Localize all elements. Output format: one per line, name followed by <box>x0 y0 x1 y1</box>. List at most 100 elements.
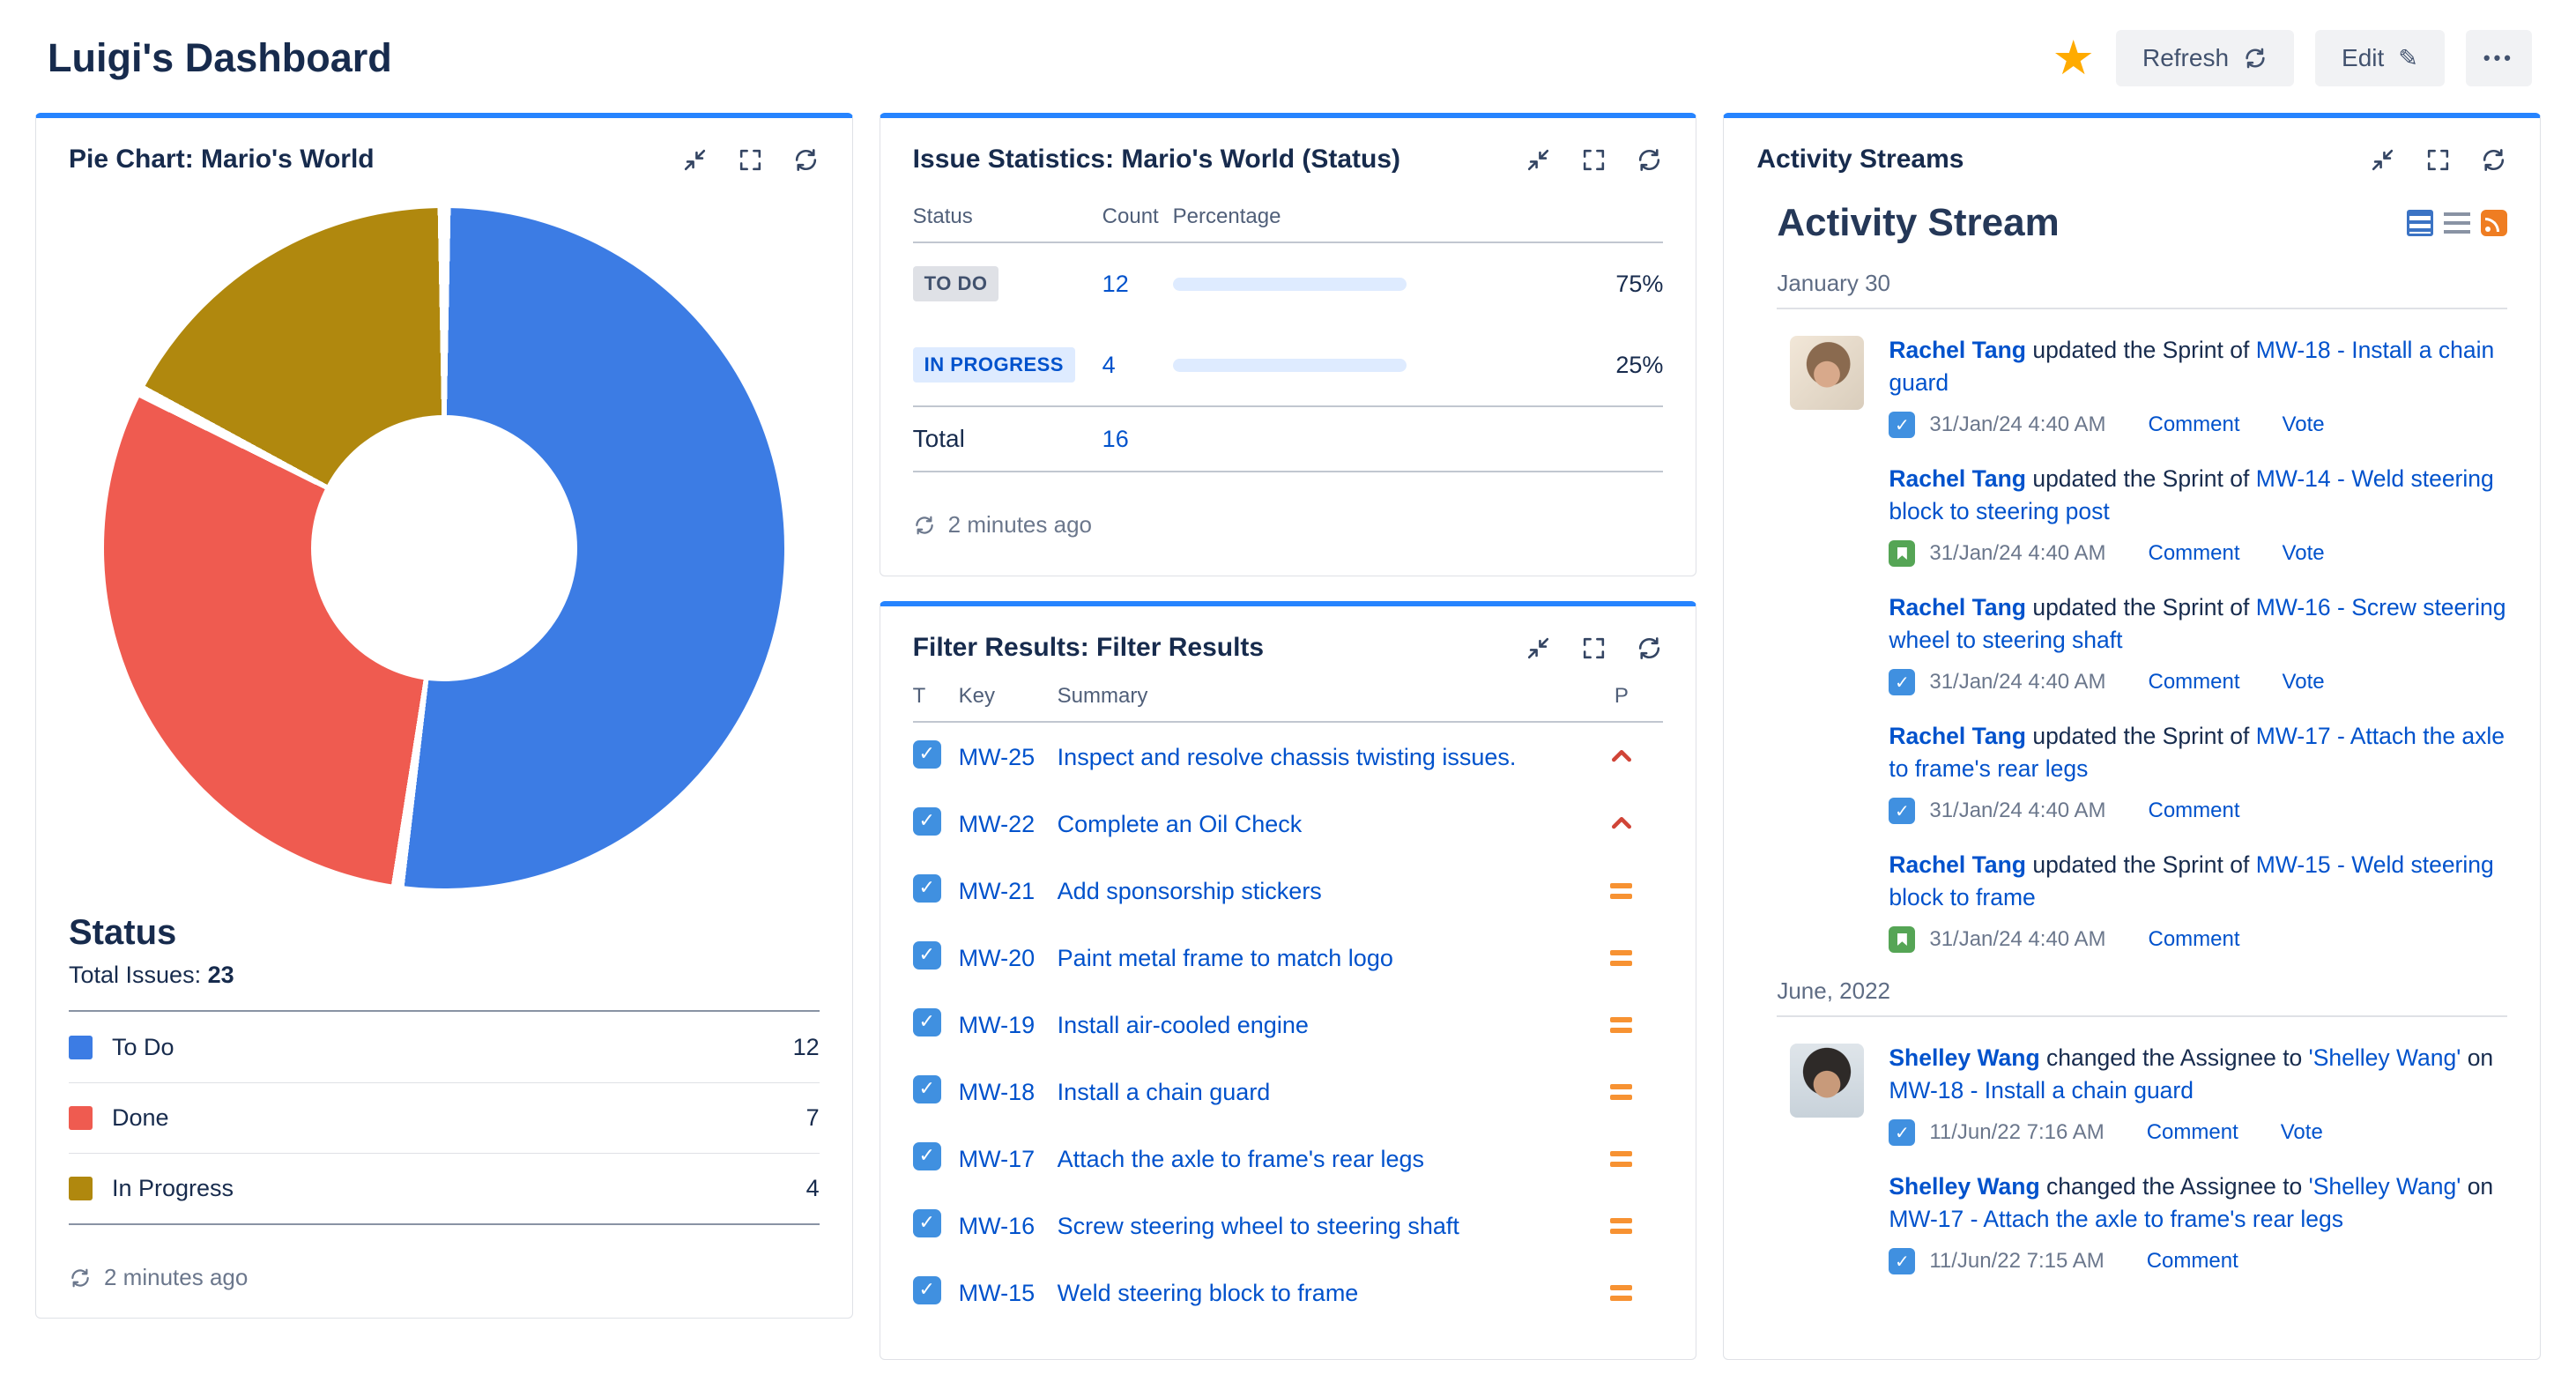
vote-link[interactable]: Vote <box>2282 412 2325 436</box>
issue-summary-link[interactable]: Inspect and resolve chassis twisting iss… <box>1057 744 1517 770</box>
comment-link[interactable]: Comment <box>2148 799 2240 822</box>
activity-assignee-link[interactable]: 'Shelley Wang' <box>2308 1173 2461 1200</box>
collapse-icon[interactable] <box>1525 146 1552 174</box>
issue-summary-link[interactable]: Add sponsorship stickers <box>1057 878 1322 904</box>
activity-text: Shelley Wang changed the Assignee to 'Sh… <box>1889 1170 2507 1236</box>
pencil-icon: ✎ <box>2398 44 2418 72</box>
activity-assignee-link[interactable]: 'Shelley Wang' <box>2308 1044 2461 1071</box>
comment-link[interactable]: Comment <box>2148 927 2240 951</box>
donut-chart[interactable] <box>103 208 784 888</box>
issue-summary-link[interactable]: Weld steering block to frame <box>1057 1280 1359 1306</box>
page-title: Luigi's Dashboard <box>48 35 392 80</box>
issue-key-link[interactable]: MW-19 <box>958 1012 1036 1038</box>
filter-panel-header: Filter Results: Filter Results <box>880 606 1696 677</box>
activity-issue-link[interactable]: MW-18 - Install a chain guard <box>1889 1077 2194 1103</box>
list-view-icon[interactable] <box>2444 212 2471 235</box>
activity-issue-link[interactable]: MW-18 - Install a chain guard <box>1889 337 2495 396</box>
activity-issue-link[interactable]: MW-16 - Screw steering wheel to steering… <box>1889 594 2506 653</box>
comment-link[interactable]: Comment <box>2148 412 2240 436</box>
comment-link[interactable]: Comment <box>2146 1120 2238 1144</box>
activity-user-link[interactable]: Rachel Tang <box>1889 851 2026 878</box>
collapse-icon[interactable] <box>1525 635 1552 662</box>
refresh-panel-icon[interactable] <box>792 146 820 174</box>
activity-panel-controls <box>2369 146 2507 174</box>
vote-link[interactable]: Vote <box>2280 1120 2323 1144</box>
issue-summary-link[interactable]: Attach the axle to frame's rear legs <box>1057 1146 1425 1172</box>
table-view-icon[interactable] <box>2407 210 2434 236</box>
issue-summary-link[interactable]: Install air-cooled engine <box>1057 1012 1309 1038</box>
activity-meta: ✓ 11/Jun/22 7:16 AM Comment Vote <box>1889 1119 2507 1146</box>
activity-user-link[interactable]: Rachel Tang <box>1889 594 2026 620</box>
activity-issue-link[interactable]: MW-17 - Attach the axle to frame's rear … <box>1889 1206 2343 1232</box>
issue-key-link[interactable]: MW-20 <box>958 945 1036 971</box>
vote-link[interactable]: Vote <box>2282 670 2325 694</box>
refresh-panel-icon[interactable] <box>2480 146 2507 174</box>
task-icon: ✓ <box>912 1209 941 1237</box>
expand-icon[interactable] <box>1580 146 1607 174</box>
stats-total-row: Total 16 <box>912 405 1664 472</box>
avatar[interactable] <box>1790 1044 1865 1118</box>
activity-text: Rachel Tang updated the Sprint of MW-14 … <box>1889 463 2507 528</box>
stats-col-count: Count <box>1102 204 1159 228</box>
vote-link[interactable]: Vote <box>2282 541 2325 565</box>
stats-row-todo: TO DO 12 75% <box>912 243 1663 324</box>
issue-key-link[interactable]: MW-21 <box>958 878 1036 904</box>
activity-user-link[interactable]: Shelley Wang <box>1889 1044 2040 1071</box>
activity-date-divider: June, 2022 <box>1777 977 2508 1017</box>
filter-panel-controls <box>1525 635 1663 662</box>
activity-panel-header: Activity Streams <box>1724 118 2540 189</box>
priority-medium-icon <box>1579 1142 1663 1167</box>
comment-link[interactable]: Comment <box>2148 670 2240 694</box>
comment-link[interactable]: Comment <box>2148 541 2240 565</box>
issue-key-link[interactable]: MW-15 <box>958 1280 1036 1306</box>
issue-key-link[interactable]: MW-25 <box>958 744 1036 770</box>
collapse-icon[interactable] <box>681 146 709 174</box>
avatar[interactable] <box>1790 336 1865 410</box>
count-link[interactable]: 12 <box>1102 270 1129 297</box>
more-actions-button[interactable]: ••• <box>2465 30 2532 86</box>
priority-medium-icon <box>1579 874 1663 899</box>
expand-icon[interactable] <box>737 146 764 174</box>
comment-link[interactable]: Comment <box>2146 1249 2238 1273</box>
task-icon: ✓ <box>912 1075 941 1103</box>
activity-user-link[interactable]: Rachel Tang <box>1889 465 2026 492</box>
issue-summary-link[interactable]: Complete an Oil Check <box>1057 811 1303 837</box>
activity-issue-link[interactable]: MW-17 - Attach the axle to frame's rear … <box>1889 723 2505 782</box>
expand-icon[interactable] <box>1580 635 1607 662</box>
issue-summary-link[interactable]: Install a chain guard <box>1057 1079 1271 1105</box>
edit-button[interactable]: Edit ✎ <box>2315 30 2445 86</box>
issue-key-link[interactable]: MW-17 <box>958 1146 1036 1172</box>
collapse-icon[interactable] <box>2369 146 2396 174</box>
issue-key-link[interactable]: MW-22 <box>958 811 1036 837</box>
issue-summary-link[interactable]: Screw steering wheel to steering shaft <box>1057 1213 1459 1239</box>
issue-row: ✓ MW-25 Inspect and resolve chassis twis… <box>912 723 1664 790</box>
activity-action: updated the Sprint of <box>2032 851 2250 878</box>
activity-issue-link[interactable]: MW-14 - Weld steering block to steering … <box>1889 465 2494 524</box>
activity-timestamp: 31/Jan/24 4:40 AM <box>1929 927 2106 951</box>
expand-icon[interactable] <box>2424 146 2452 174</box>
count-link[interactable]: 4 <box>1102 351 1116 378</box>
refresh-panel-icon[interactable] <box>1636 635 1663 662</box>
priority-medium-icon <box>1579 1008 1663 1033</box>
activity-user-link[interactable]: Shelley Wang <box>1889 1173 2040 1200</box>
pie-panel-controls <box>681 146 820 174</box>
issue-key-link[interactable]: MW-18 <box>958 1079 1036 1105</box>
refresh-panel-icon[interactable] <box>1636 146 1663 174</box>
issue-summary-link[interactable]: Paint metal frame to match logo <box>1057 945 1393 971</box>
activity-timestamp: 31/Jan/24 4:40 AM <box>1929 799 2106 822</box>
activity-user-link[interactable]: Rachel Tang <box>1889 337 2026 363</box>
refresh-button[interactable]: Refresh <box>2115 30 2295 86</box>
issue-row: ✓ MW-18 Install a chain guard <box>912 1058 1664 1125</box>
progress-bar-track <box>1172 358 1407 372</box>
favorite-star-icon[interactable]: ★ <box>2052 30 2095 85</box>
activity-user-link[interactable]: Rachel Tang <box>1889 723 2026 749</box>
pie-total-value: 23 <box>207 962 234 988</box>
activity-text: Rachel Tang updated the Sprint of MW-17 … <box>1889 720 2507 785</box>
legend-swatch-inprogress <box>69 1177 93 1200</box>
activity-issue-link[interactable]: MW-15 - Weld steering block to frame <box>1889 851 2494 910</box>
rss-feed-icon[interactable] <box>2481 210 2508 236</box>
issue-key-link[interactable]: MW-16 <box>958 1213 1036 1239</box>
stats-total-value[interactable]: 16 <box>1102 426 1129 452</box>
status-badge-todo: TO DO <box>912 266 999 301</box>
legend-value: 4 <box>805 1175 820 1201</box>
